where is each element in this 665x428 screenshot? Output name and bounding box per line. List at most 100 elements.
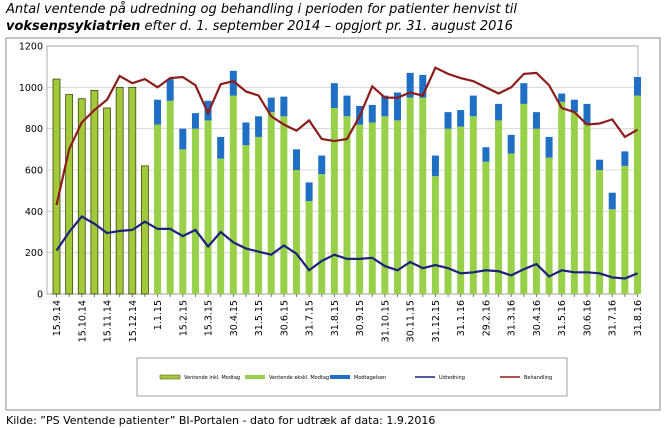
bar: [280, 116, 288, 295]
bar: [77, 98, 86, 295]
bar: [532, 128, 540, 294]
legend-swatch: [245, 375, 265, 379]
chart-title-bold: voksenpsykiatrien: [6, 19, 140, 34]
y-tick-label: 200: [25, 248, 43, 259]
legend-label: Ventende ekskl. Modtag: [269, 375, 329, 381]
bar: [507, 153, 515, 294]
bar: [457, 110, 465, 127]
bar: [368, 104, 376, 123]
bar: [330, 108, 338, 294]
bar: [65, 94, 74, 295]
bar: [267, 97, 275, 113]
line: [55, 215, 638, 280]
x-tick-label: 31.3.16: [507, 300, 518, 336]
x-tick-label: 30.4.16: [532, 300, 543, 336]
bar: [217, 158, 225, 294]
bar: [558, 101, 566, 294]
bar: [242, 122, 250, 146]
x-tick-label: 31.1.16: [456, 300, 467, 336]
bar: [532, 112, 540, 129]
bar: [52, 78, 61, 295]
bar: [229, 70, 237, 96]
legend-swatch: [330, 375, 350, 379]
chart-title: voksenpsykiatrien efter d. 1. september …: [6, 19, 513, 34]
bar: [330, 83, 338, 108]
bar: [520, 103, 528, 294]
bar: [191, 128, 199, 294]
bar: [596, 170, 604, 294]
bar: [520, 83, 528, 104]
bar: [444, 128, 452, 294]
x-tick-label: 31.8.15: [330, 300, 341, 336]
bar: [419, 74, 427, 98]
x-tick-label: 15.2.15: [178, 300, 189, 336]
legend-label: Udredning: [439, 375, 465, 381]
y-tick-label: 0: [37, 290, 43, 301]
bar: [608, 209, 616, 294]
bar: [90, 90, 99, 295]
bar: [381, 95, 389, 117]
x-tick-label: 31.10.15: [380, 300, 391, 342]
bar: [381, 116, 389, 295]
bar: [469, 116, 477, 295]
x-tick-label: 31.5.16: [557, 300, 568, 336]
bar: [545, 136, 553, 158]
bar: [141, 165, 149, 295]
bar: [292, 149, 300, 170]
bar: [431, 176, 439, 294]
bar: [368, 122, 376, 294]
bar: [621, 151, 629, 166]
x-tick-label: 30.9.15: [355, 300, 366, 336]
bar: [103, 107, 111, 295]
bar: [356, 124, 364, 295]
y-tick-label: 1000: [19, 83, 43, 94]
x-tick-label: 31.7.16: [608, 300, 619, 336]
bar: [495, 103, 503, 121]
bar: [419, 97, 427, 295]
bar: [179, 128, 187, 150]
bar: [191, 113, 199, 129]
bar: [267, 112, 275, 294]
x-tick-label: 15.11.14: [103, 300, 114, 342]
bar: [217, 136, 225, 159]
bar: [154, 99, 162, 125]
bar: [406, 72, 414, 98]
chart-frame: [5, 37, 661, 411]
bar: [583, 103, 591, 125]
bar: [229, 95, 237, 294]
bar: [255, 136, 263, 294]
bar: [179, 149, 187, 294]
bar: [608, 192, 616, 210]
x-tick-label: 30.6.15: [279, 300, 290, 336]
bar: [596, 159, 604, 170]
legend-label: Ventende inkl. Modtag: [184, 375, 240, 381]
legend-label: Modtagelsen: [354, 375, 386, 381]
bar: [406, 97, 414, 295]
bar: [583, 124, 591, 295]
bar: [115, 86, 124, 295]
bar: [482, 161, 490, 294]
legend-swatch: [159, 374, 181, 380]
bar: [507, 134, 515, 154]
bar: [242, 145, 250, 294]
y-tick-label: 1200: [19, 42, 43, 53]
bar: [128, 86, 137, 295]
x-tick-label: 1.1.15: [153, 300, 164, 330]
bar: [431, 155, 439, 177]
bar: [469, 95, 477, 117]
bar: [570, 99, 578, 113]
x-tick-label: 29.2.16: [481, 300, 492, 336]
x-tick-label: 15.12.14: [128, 300, 139, 342]
bar: [318, 174, 326, 294]
bar: [204, 120, 212, 295]
bar: [292, 170, 300, 294]
x-tick-label: 30.6.16: [582, 300, 593, 336]
x-tick-label: 30.11.15: [406, 300, 417, 342]
chart-title: Antal ventende på udredning og behandlin…: [5, 2, 517, 17]
bar: [343, 95, 351, 117]
x-tick-label: 31.5.15: [254, 300, 265, 336]
bar: [394, 120, 402, 295]
bar: [280, 96, 288, 117]
bar: [634, 77, 641, 96]
